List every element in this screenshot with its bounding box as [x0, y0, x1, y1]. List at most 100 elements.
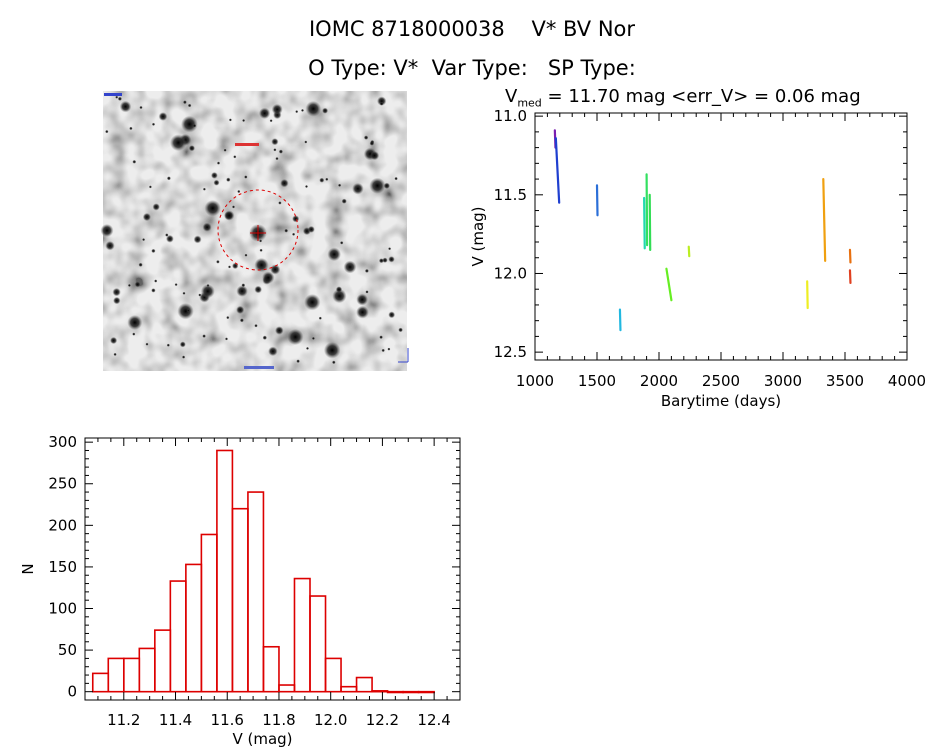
finder-star: [305, 100, 322, 117]
x-tick-label: 3500: [826, 372, 864, 390]
finder-star: [154, 279, 158, 283]
histogram-bar: [278, 684, 296, 693]
data-segment: [618, 308, 622, 332]
data-segment: [848, 269, 852, 285]
finder-star: [365, 290, 369, 294]
y-tick-label: 300: [48, 433, 77, 451]
finder-star: [228, 118, 232, 122]
finder-image: [100, 91, 409, 371]
histogram-bar: [386, 690, 404, 694]
finder-star: [233, 155, 237, 159]
finder-star: [338, 183, 342, 187]
finder-star: [142, 238, 146, 242]
finder-star: [292, 232, 296, 236]
finder-star: [232, 205, 235, 209]
finder-star: [181, 115, 198, 133]
finder-star: [132, 332, 136, 336]
y-tick-label: 12.0: [494, 264, 527, 282]
histogram-bar: [185, 563, 203, 693]
finder-star: [335, 286, 343, 293]
histogram-bar: [154, 629, 172, 693]
finder-star: [388, 247, 392, 251]
histogram-bar: [107, 657, 125, 693]
finder-star: [151, 288, 156, 293]
finder-star: [142, 212, 151, 222]
finder-star: [127, 315, 143, 330]
histogram-bar: [138, 647, 156, 693]
finder-star: [301, 108, 304, 112]
histogram-bar: [324, 657, 342, 693]
finder-star: [239, 318, 244, 323]
finder-star: [242, 119, 246, 122]
finder-star: [187, 103, 192, 108]
histogram-chart: 11.2 11.4 11.6 11.8 12.0 12.2 12.4 0 50 100 150 200…: [19, 433, 461, 747]
finder-star: [271, 103, 283, 115]
histogram-bar: [355, 676, 373, 693]
lightcurve-stats-sub: med: [517, 96, 542, 110]
histogram-bar: [231, 507, 249, 693]
finder-star: [193, 235, 202, 244]
lightcurve-stats-text: = 11.70 mag <err_V> = 0.06 mag: [541, 86, 861, 107]
finder-star: [270, 264, 281, 275]
histogram-bar: [122, 657, 141, 693]
finder-star: [398, 327, 403, 333]
finder-star: [117, 96, 122, 101]
histogram-bar: [417, 690, 435, 694]
x-tick-label: 2500: [702, 372, 740, 390]
x-tick-label: 4000: [888, 372, 926, 390]
y-tick-label: 11.0: [494, 107, 527, 125]
y-tick-label: 50: [58, 641, 77, 659]
finder-star: [307, 225, 315, 233]
finder-star: [287, 328, 304, 346]
data-segment: [806, 280, 809, 310]
data-segment: [848, 248, 852, 264]
finder-star: [273, 148, 277, 152]
finder-marker-label: [235, 143, 259, 146]
finder-star: [341, 198, 347, 204]
finder-star: [202, 187, 206, 191]
y-tick-label: 200: [48, 516, 77, 534]
finder-star: [223, 148, 227, 152]
finder-star: [352, 182, 364, 195]
finder-star: [211, 172, 218, 179]
x-tick-label: 11.4: [159, 711, 192, 729]
y-tick-label: 150: [48, 558, 77, 576]
finder-star: [105, 129, 109, 134]
finder-star: [145, 342, 149, 346]
finder-star: [280, 179, 289, 188]
finder-star: [369, 141, 375, 146]
finder-star: [166, 234, 174, 243]
finder-star: [268, 346, 278, 357]
finder-star: [377, 96, 387, 106]
finder-star: [182, 291, 186, 295]
finder-star: [340, 241, 344, 245]
data-segment: [643, 196, 646, 250]
histogram-bar: [200, 533, 218, 693]
x-tick-label: 2000: [640, 372, 678, 390]
x-tick-label: 1500: [578, 372, 616, 390]
data-segment: [687, 245, 691, 258]
y-tick-label: 0: [67, 683, 77, 701]
histogram-bar: [402, 690, 420, 694]
finder-star: [138, 262, 143, 267]
finder-star: [370, 151, 380, 161]
finder-star: [296, 359, 300, 364]
data-segment: [595, 184, 599, 217]
finder-star: [232, 262, 239, 270]
histogram-bar: [371, 690, 389, 693]
finder-star: [275, 157, 279, 161]
finder-star: [166, 343, 170, 347]
finder-star: [278, 149, 283, 154]
finder-star: [213, 179, 220, 186]
finder-star: [304, 140, 308, 144]
finder-star: [237, 189, 241, 194]
y-tick-label: 11.5: [494, 186, 527, 204]
y-tick-label: 100: [48, 600, 77, 618]
finder-star: [364, 268, 369, 273]
finder-star: [332, 360, 336, 365]
finder-star: [224, 210, 235, 221]
finder-star: [379, 335, 383, 340]
finder-star: [383, 182, 390, 189]
finder-star: [132, 159, 137, 164]
